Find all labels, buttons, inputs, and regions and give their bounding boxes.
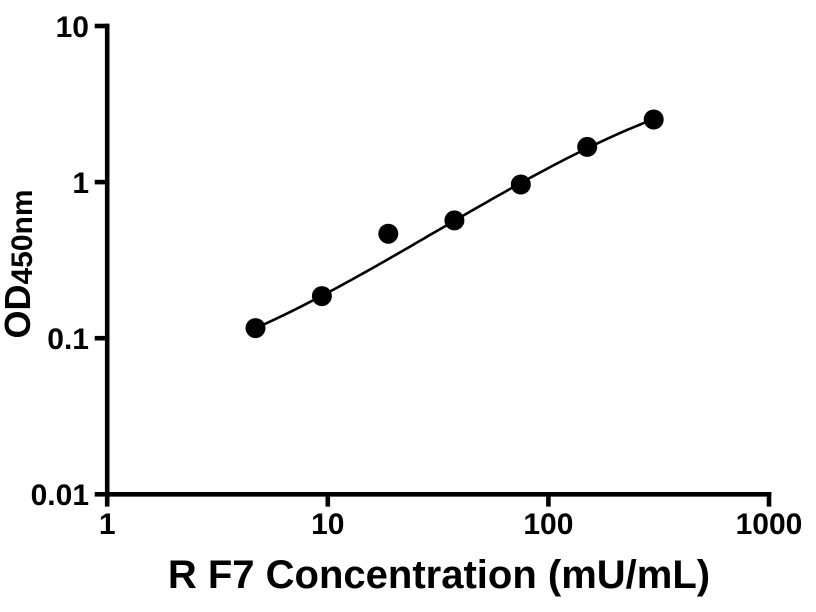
svg-text:1: 1 [72,167,89,200]
svg-text:1: 1 [99,508,116,541]
svg-text:10: 10 [56,11,89,44]
svg-text:100: 100 [523,508,573,541]
svg-text:1000: 1000 [736,508,803,541]
svg-text:0.1: 0.1 [47,323,89,356]
svg-text:0.01: 0.01 [31,479,89,512]
svg-text:10: 10 [311,508,344,541]
svg-text:OD450nm: OD450nm [0,189,39,338]
svg-text:R F7 Concentration (mU/mL): R F7 Concentration (mU/mL) [168,553,710,597]
